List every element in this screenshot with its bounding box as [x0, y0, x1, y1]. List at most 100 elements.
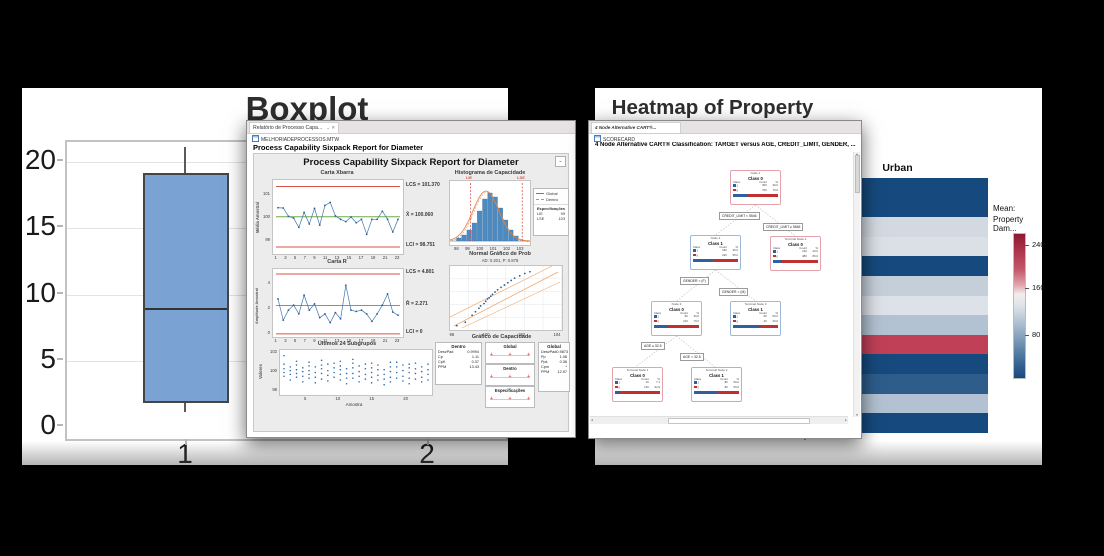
- node-table-header: Class Count%: [654, 310, 699, 315]
- tick-label: 98: [449, 332, 455, 337]
- tree-split-0[interactable]: CREDIT_LIMIT < 5546: [719, 212, 760, 221]
- y-tick: [57, 291, 63, 294]
- lastsub-xlabel: Amostra: [345, 402, 363, 407]
- stat-row: DesvPad 0.9994: [438, 349, 479, 354]
- tick-label: 101: [263, 190, 270, 196]
- node-id-label: Node 1: [750, 171, 761, 175]
- tree-split-5[interactable]: AGE > 32.5: [680, 353, 704, 362]
- rchart-chart: [272, 268, 404, 338]
- y-tick: [57, 159, 63, 161]
- interval-global: Global + + +: [485, 342, 535, 364]
- tree-split-3[interactable]: GENDER = (M): [719, 288, 749, 297]
- tree-node-n2[interactable]: Node 2 Class 1 Class Count% 1 180 45.0 0 220 55.0: [690, 235, 741, 270]
- cart-worksheet-row[interactable]: SCORECARD: [594, 135, 635, 143]
- scrollbar-thumb[interactable]: [668, 417, 810, 424]
- tree-node-t2[interactable]: Terminal Node 2 Class 1 Class Count% 1 80 50.0…: [691, 367, 742, 402]
- node-class-bar: [693, 258, 738, 263]
- node-class-label: Class 0: [669, 306, 684, 312]
- node-class-label: Class 1: [748, 306, 763, 312]
- node-table-header: Class Count%: [694, 376, 739, 381]
- tab-dropdown-icon[interactable]: ⌄: [326, 124, 331, 130]
- node-table-row: 0 80 50.0: [694, 385, 739, 390]
- tick-label: 1: [274, 255, 277, 260]
- worksheet-row[interactable]: MELHORIADEPROCESSOS.MTW: [252, 135, 339, 143]
- tick-label: 3: [284, 255, 287, 260]
- class0-bar-segment: [782, 259, 818, 264]
- node-class-bar: [733, 193, 778, 198]
- probplot-chart: [449, 265, 563, 331]
- capability-report: Process Capability Sixpack Report for Di…: [253, 153, 570, 432]
- probplot-xtick-labels: 98 100 102 104: [450, 332, 561, 337]
- node-class-bar: [654, 324, 699, 329]
- scrollbar-thumb[interactable]: [854, 155, 860, 193]
- cart-tab[interactable]: 4 Node Alternative CART®...: [591, 122, 681, 133]
- legend-tick-label: 160: [1032, 283, 1045, 292]
- lastsub-ytick-labels: 102 100 98: [267, 349, 277, 392]
- capability-window: Relatório de Processo Capa... ⌄ ✕ MELHORI…: [246, 120, 576, 438]
- box: [143, 173, 229, 403]
- tick-label: 13: [334, 337, 340, 343]
- class0-bar-segment: [618, 390, 660, 395]
- probplot-subtitle: AD: 0.201, P: 0.878: [481, 258, 519, 263]
- cart-heading: 4 Node Alternative CART® Classification:…: [595, 142, 856, 148]
- tree-node-t1[interactable]: Terminal Node 1 Class 0 Class Count% 1 10 7.1 0…: [612, 367, 663, 402]
- class0-bar-segment: [716, 390, 739, 395]
- tick-label: 100: [270, 367, 277, 373]
- lastsub-xtick-labels: 5 10 15 20: [304, 396, 408, 401]
- tree-node-t4[interactable]: Terminal Node 4 Class 0 Class Count% 1 120 20.…: [770, 236, 821, 271]
- xbarra-ucl-label: LCS = 101.370: [406, 182, 440, 188]
- legend-tick-label: 240: [1032, 240, 1045, 249]
- tree-node-root[interactable]: Node 1 Class 0 Class Count% 1 300 30.0 0 700 70.0: [730, 170, 781, 205]
- tick-label: 15: [346, 255, 352, 260]
- cart-tabbar: 4 Node Alternative CART®...: [589, 121, 861, 134]
- tick-label: 1: [274, 337, 277, 343]
- y-tick-label: 10: [24, 276, 56, 308]
- tick-label: 0: [267, 330, 270, 336]
- rchart-title: Carta R: [327, 259, 347, 265]
- node-table-row: 0 480 80.0: [773, 254, 818, 259]
- report-options-button[interactable]: ⌄: [555, 156, 566, 167]
- tree-node-n3[interactable]: Node 3 Class 0 Class Count% 1 90 30.0 0 210 70.0: [651, 301, 702, 336]
- legend-tick-label: 80: [1032, 330, 1041, 339]
- stat-row: Cpm *: [541, 364, 567, 369]
- node-table-row: 0 220 55.0: [693, 253, 738, 258]
- capability-tab[interactable]: Relatório de Processo Capa... ⌄ ✕: [249, 122, 340, 133]
- tree-node-t3[interactable]: Terminal Node 3 Class 1 Class Count% 1 60 60.0…: [730, 301, 781, 336]
- vertical-scrollbar[interactable]: ▲ ▼: [853, 152, 860, 417]
- tick-label: 23: [394, 255, 400, 260]
- capacidade-title: Gráfico de Capacidade: [471, 334, 532, 340]
- y-tick-label: 20: [24, 144, 56, 175]
- node-table-header: Class Count%: [615, 376, 660, 381]
- rchart-center-label: R̄ = 2.271: [406, 301, 428, 307]
- xbarra-ytick-labels: 101 100 99: [260, 190, 270, 243]
- tree-split-4[interactable]: AGE ≤ 32.5: [641, 342, 665, 351]
- node-class-bar: [773, 259, 818, 264]
- tree-split-1[interactable]: CREDIT_LIMIT ≥ 5546: [763, 223, 804, 232]
- tree-split-2[interactable]: GENDER = (F): [680, 277, 709, 286]
- lastsub-ylabel: Valores: [258, 364, 263, 380]
- histogram-title: Histograma de Capacidade: [454, 170, 526, 176]
- legend-tick: [1025, 335, 1029, 336]
- class1-bar-segment: [694, 390, 717, 395]
- lastsub-title: Últimos 24 Subgrupos: [317, 341, 377, 347]
- node-class-bar: [733, 324, 778, 329]
- node-id-label: Terminal Node 2: [705, 368, 728, 372]
- x-tick: [427, 439, 429, 445]
- tick-label: 98: [272, 386, 277, 392]
- tick-label: 100: [263, 213, 270, 219]
- tab-close-icon[interactable]: ✕: [331, 124, 336, 130]
- xbarra-center-label: X̄ = 100.060: [406, 212, 434, 218]
- horizontal-scrollbar[interactable]: ◂ ▸: [590, 416, 848, 424]
- stat-row: PPM 13.43: [438, 364, 479, 369]
- node-table-row: 1 300 30.0: [733, 183, 778, 188]
- probplot-title: Normal Gráfico de Prob: [469, 251, 531, 257]
- node-class-label: Class 0: [630, 372, 645, 378]
- node-id-label: Terminal Node 4: [784, 237, 807, 241]
- tick-label: 9: [313, 337, 316, 343]
- tick-label: 98: [454, 246, 459, 251]
- stat-row: CpK 0.37: [438, 359, 479, 364]
- stat-row: PPM 12.97: [541, 369, 567, 374]
- dentro-stats-table: Dentro DesvPad 0.9994 Cp 1.11 CpK 0.37 PPM 13.4…: [435, 342, 482, 385]
- tick-label: 7: [303, 255, 306, 260]
